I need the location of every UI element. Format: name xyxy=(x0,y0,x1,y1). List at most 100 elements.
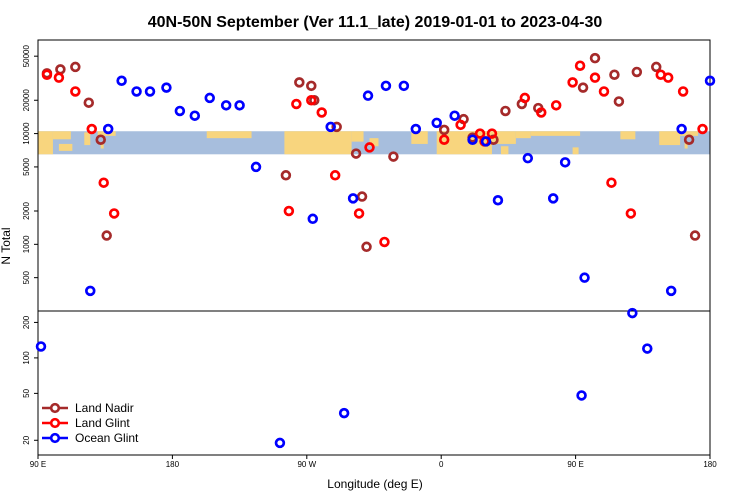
point-land-glint xyxy=(306,95,317,106)
point-land-nadir xyxy=(438,124,450,136)
point-land-nadir xyxy=(500,105,511,117)
world-map-band xyxy=(38,131,710,155)
legend-entry-ocean-glint: Ocean Glint xyxy=(42,431,139,445)
point-ocean-glint xyxy=(174,105,186,117)
point-ocean-glint xyxy=(627,307,638,319)
chart-title: 40N-50N September (Ver 11.1_late) 2019-0… xyxy=(148,14,603,31)
map-land xyxy=(680,131,699,136)
y-tick-label: 100 xyxy=(22,351,31,365)
point-ocean-glint xyxy=(449,110,460,121)
upper-y-axis: 500 1000 2000 5000 10000 20000 50000 xyxy=(22,45,38,284)
point-ocean-glint xyxy=(347,193,359,204)
y-tick-label: 50000 xyxy=(22,45,31,68)
point-ocean-glint xyxy=(410,123,422,135)
point-land-glint xyxy=(567,77,578,88)
point-land-glint xyxy=(455,119,466,131)
point-land-nadir xyxy=(95,134,106,145)
point-land-nadir xyxy=(613,96,625,107)
map-land xyxy=(515,131,531,139)
point-ocean-glint xyxy=(189,110,201,121)
x-axis: 90 E 180 90 W 0 90 E 180 xyxy=(30,455,717,469)
point-ocean-glint xyxy=(338,407,350,419)
legend-entry-land-nadir: Land Nadir xyxy=(42,401,134,415)
point-land-glint xyxy=(41,69,53,80)
y-tick-label: 1000 xyxy=(22,235,31,253)
point-land-nadir xyxy=(361,241,372,253)
point-ocean-glint xyxy=(131,86,142,97)
point-land-glint xyxy=(625,208,637,219)
point-ocean-glint xyxy=(35,341,47,352)
x-tick-label: 90 W xyxy=(297,460,316,469)
point-land-nadir xyxy=(589,52,601,64)
y-tick-label: 50 xyxy=(22,388,31,397)
y-tick-label: 20 xyxy=(22,435,31,444)
point-ocean-glint xyxy=(704,75,716,87)
point-land-nadir xyxy=(331,121,342,133)
map-land xyxy=(84,132,91,146)
point-land-glint xyxy=(86,123,98,135)
y-tick-label: 500 xyxy=(22,270,31,284)
point-land-nadir xyxy=(306,80,317,92)
point-land-nadir xyxy=(683,134,695,145)
map-land xyxy=(284,131,352,155)
series-ocean-glint xyxy=(35,75,716,449)
map-land xyxy=(100,142,104,149)
plot-frame xyxy=(37,39,711,456)
point-ocean-glint xyxy=(547,193,559,204)
point-ocean-glint xyxy=(559,157,571,168)
point-land-nadir xyxy=(631,66,643,78)
point-ocean-glint xyxy=(380,80,392,92)
point-ocean-glint xyxy=(579,272,590,283)
point-land-nadir xyxy=(101,230,112,241)
map-land xyxy=(351,131,364,142)
y-axis-label: N Total xyxy=(0,227,13,264)
point-ocean-glint xyxy=(665,285,677,297)
point-land-glint xyxy=(379,236,390,248)
point-land-glint xyxy=(353,208,365,219)
point-land-glint xyxy=(438,134,450,145)
point-ocean-glint xyxy=(431,117,442,129)
point-land-glint xyxy=(606,177,617,188)
legend: Land Nadir Land Glint Ocean Glint xyxy=(42,401,139,445)
point-ocean-glint xyxy=(85,285,96,297)
point-ocean-glint xyxy=(204,92,215,104)
point-land-glint xyxy=(589,72,601,83)
point-land-glint xyxy=(519,92,531,104)
point-ocean-glint xyxy=(398,80,410,92)
x-axis-label: Longitude (deg E) xyxy=(327,477,422,491)
map-land xyxy=(684,142,688,149)
legend-label-land-glint: Land Glint xyxy=(75,416,130,430)
point-land-glint xyxy=(291,98,302,110)
point-land-glint xyxy=(574,60,586,71)
point-land-nadir xyxy=(577,82,589,93)
point-land-glint xyxy=(536,107,547,118)
point-ocean-glint xyxy=(102,123,114,135)
point-ocean-glint xyxy=(250,161,262,173)
point-ocean-glint xyxy=(307,213,319,225)
point-ocean-glint xyxy=(492,195,504,206)
point-ocean-glint xyxy=(325,121,336,133)
point-land-nadir xyxy=(650,61,662,73)
point-land-glint xyxy=(662,72,674,83)
series-land-glint xyxy=(41,60,708,248)
map-land xyxy=(500,146,509,155)
point-land-nadir xyxy=(689,230,701,241)
point-land-nadir xyxy=(356,191,368,202)
y-tick-label: 10000 xyxy=(22,122,31,145)
x-tick-label: 180 xyxy=(703,460,717,469)
x-tick-label: 180 xyxy=(166,460,180,469)
map-land xyxy=(38,131,53,155)
map-land xyxy=(52,131,71,140)
map-land xyxy=(530,131,581,136)
map-land xyxy=(659,131,681,146)
y-tick-label: 200 xyxy=(22,315,31,329)
x-tick-label: 90 E xyxy=(30,460,46,469)
map-land xyxy=(58,143,73,151)
point-ocean-glint xyxy=(522,152,534,164)
map-land xyxy=(369,138,379,147)
point-ocean-glint xyxy=(144,86,156,97)
point-land-glint xyxy=(70,86,81,97)
point-ocean-glint xyxy=(116,75,127,87)
point-land-glint xyxy=(598,86,610,97)
